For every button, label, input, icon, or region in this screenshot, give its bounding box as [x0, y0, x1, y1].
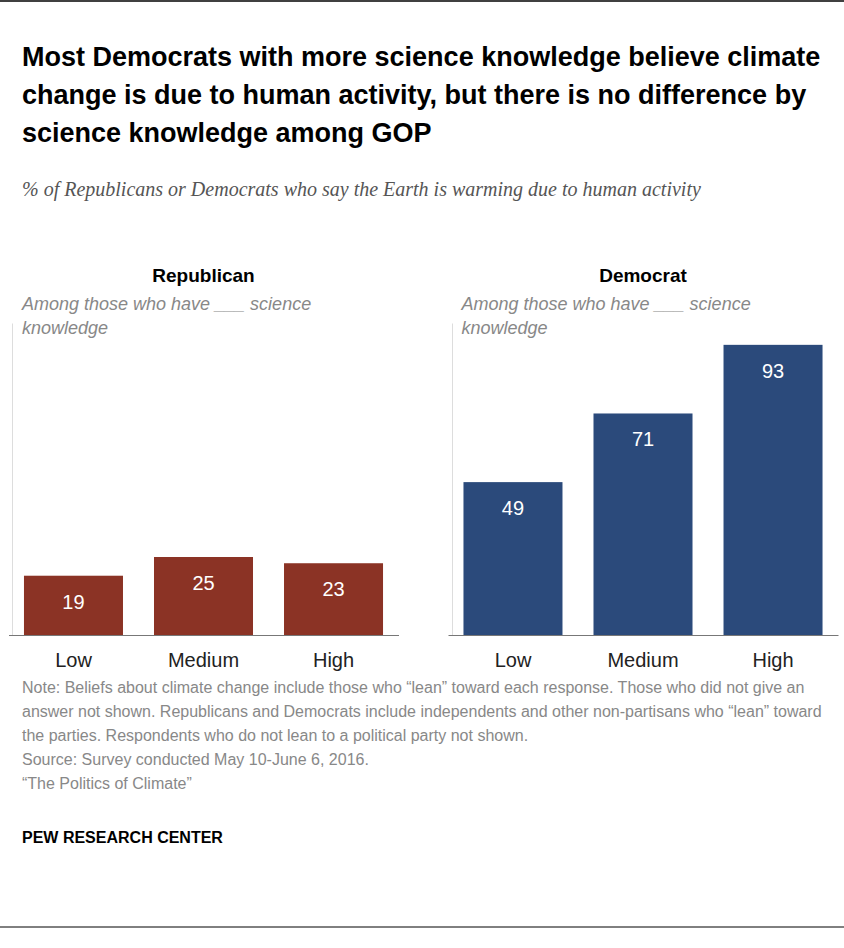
bar: [154, 557, 253, 635]
x-tick-label: High: [752, 649, 793, 671]
x-tick-label: Medium: [607, 649, 678, 671]
panel: Republican Among those who have ___ scien…: [9, 265, 399, 671]
x-tick: Medium: [607, 635, 678, 671]
text-line: knowledge: [461, 318, 547, 338]
note: Note: Beliefs about climate change inclu…: [22, 679, 822, 744]
text-line: Among those who have ___ science: [21, 294, 311, 314]
bar: [724, 345, 823, 635]
y-axis-line: [12, 324, 13, 636]
source: Source: Survey conducted May 10-June 6, …: [22, 751, 369, 768]
top-rule: [0, 0, 844, 2]
x-axis: Low Medium High: [449, 635, 839, 671]
x-tick-label: Low: [495, 649, 532, 671]
x-tick: Low: [495, 635, 532, 671]
text-line: Note: Beliefs about climate change inclu…: [22, 679, 804, 696]
x-axis-line: [449, 635, 839, 636]
brand: PEW RESEARCH CENTER: [22, 829, 223, 846]
data-label: 25: [192, 572, 214, 594]
text-line: answer not shown. Republicans and Democr…: [22, 703, 822, 720]
bar: [463, 482, 562, 635]
x-axis: Low Medium High: [9, 635, 399, 671]
data-label: 23: [322, 578, 344, 600]
data-label: 19: [62, 591, 84, 613]
y-axis-line: [452, 324, 453, 636]
panel-title: Republican: [152, 265, 254, 286]
bar: [24, 576, 123, 635]
x-tick-label: Low: [55, 649, 92, 671]
y-axis: [452, 324, 453, 636]
x-tick: High: [752, 635, 793, 671]
bottom-rule: [0, 927, 844, 928]
data-label: 49: [502, 497, 524, 519]
data-label: 71: [632, 428, 654, 450]
x-tick-label: High: [313, 649, 354, 671]
title: Most Democrats with more science knowled…: [22, 42, 820, 148]
x-tick: High: [313, 635, 354, 671]
text-line: % of Republicans or Democrats who say th…: [22, 178, 701, 201]
bar: [284, 563, 383, 635]
x-tick-label: Medium: [168, 649, 239, 671]
chart-canvas: Most Democrats with more science knowled…: [0, 0, 844, 948]
text-line: Among those who have ___ science: [460, 294, 750, 314]
panel-title: Democrat: [599, 265, 687, 286]
text-line: change is due to human activity, but the…: [22, 80, 806, 110]
bars: [463, 345, 822, 635]
x-axis-line: [9, 635, 399, 636]
panel-subtitle: Among those who have ___ science knowledg…: [460, 294, 750, 338]
subtitle: % of Republicans or Democrats who say th…: [22, 178, 701, 201]
report: “The Politics of Climate”: [22, 775, 192, 792]
panel-subtitle: Among those who have ___ science knowledg…: [21, 294, 311, 338]
bars: [24, 557, 383, 635]
x-tick: Low: [55, 635, 92, 671]
y-axis: [12, 324, 13, 636]
text-line: the parties. Respondents who do not lean…: [22, 727, 528, 744]
panel: Democrat Among those who have ___ science…: [449, 265, 839, 671]
bar: [593, 413, 692, 635]
text-line: Most Democrats with more science knowled…: [22, 42, 820, 72]
text-line: knowledge: [22, 318, 108, 338]
data-label: 93: [762, 360, 784, 382]
x-tick: Medium: [168, 635, 239, 671]
text-line: science knowledge among GOP: [22, 118, 432, 148]
